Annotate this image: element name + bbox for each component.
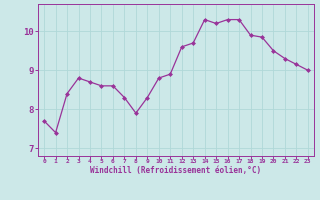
- X-axis label: Windchill (Refroidissement éolien,°C): Windchill (Refroidissement éolien,°C): [91, 166, 261, 175]
